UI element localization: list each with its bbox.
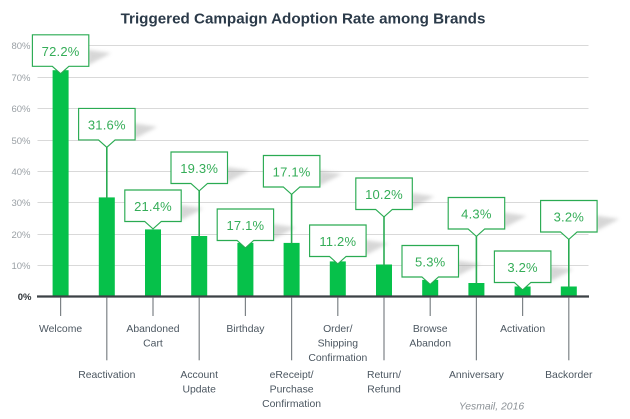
svg-text:Order/: Order/ xyxy=(323,324,353,335)
svg-text:10%: 10% xyxy=(11,261,31,272)
svg-text:80%: 80% xyxy=(11,41,31,52)
svg-text:60%: 60% xyxy=(11,104,31,115)
svg-text:31.6%: 31.6% xyxy=(88,117,126,132)
svg-text:Update: Update xyxy=(182,385,216,396)
svg-text:40%: 40% xyxy=(11,167,31,178)
svg-text:19.3%: 19.3% xyxy=(180,161,218,176)
svg-text:5.3%: 5.3% xyxy=(415,255,446,270)
svg-text:0%: 0% xyxy=(18,292,32,303)
svg-text:Yesmail, 2016: Yesmail, 2016 xyxy=(459,402,524,413)
svg-text:50%: 50% xyxy=(11,136,31,147)
svg-text:20%: 20% xyxy=(11,230,31,241)
svg-text:4.3%: 4.3% xyxy=(461,207,492,222)
svg-text:eReceipt/: eReceipt/ xyxy=(270,370,314,381)
svg-text:30%: 30% xyxy=(11,198,31,209)
svg-text:72.2%: 72.2% xyxy=(42,44,80,59)
svg-text:Abandoned: Abandoned xyxy=(126,324,179,335)
svg-text:Cart: Cart xyxy=(143,339,163,350)
svg-text:Browse: Browse xyxy=(413,324,448,335)
svg-text:17.1%: 17.1% xyxy=(273,165,311,180)
svg-text:Return/: Return/ xyxy=(367,370,401,381)
svg-text:Shipping: Shipping xyxy=(318,339,359,350)
svg-text:Refund: Refund xyxy=(367,385,401,396)
svg-text:70%: 70% xyxy=(11,73,31,84)
svg-text:11.2%: 11.2% xyxy=(319,234,356,249)
svg-text:Backorder: Backorder xyxy=(545,370,593,381)
svg-text:Welcome: Welcome xyxy=(39,324,82,335)
svg-text:Anniversary: Anniversary xyxy=(449,370,505,381)
svg-text:Abandon: Abandon xyxy=(409,339,451,350)
svg-text:Confirmation: Confirmation xyxy=(262,399,321,410)
svg-text:10.2%: 10.2% xyxy=(365,187,403,202)
svg-text:3.2%: 3.2% xyxy=(554,210,585,225)
svg-text:17.1%: 17.1% xyxy=(226,218,264,233)
svg-text:3.2%: 3.2% xyxy=(507,260,538,275)
svg-text:Activation: Activation xyxy=(500,324,545,335)
svg-text:Account: Account xyxy=(180,370,218,381)
svg-text:Birthday: Birthday xyxy=(226,324,265,335)
svg-text:21.4%: 21.4% xyxy=(134,199,172,214)
svg-text:Confirmation: Confirmation xyxy=(308,353,367,364)
svg-text:Triggered Campaign Adoption Ra: Triggered Campaign Adoption Rate among B… xyxy=(121,11,486,28)
svg-text:Purchase: Purchase xyxy=(270,385,314,396)
svg-text:Reactivation: Reactivation xyxy=(78,370,135,381)
